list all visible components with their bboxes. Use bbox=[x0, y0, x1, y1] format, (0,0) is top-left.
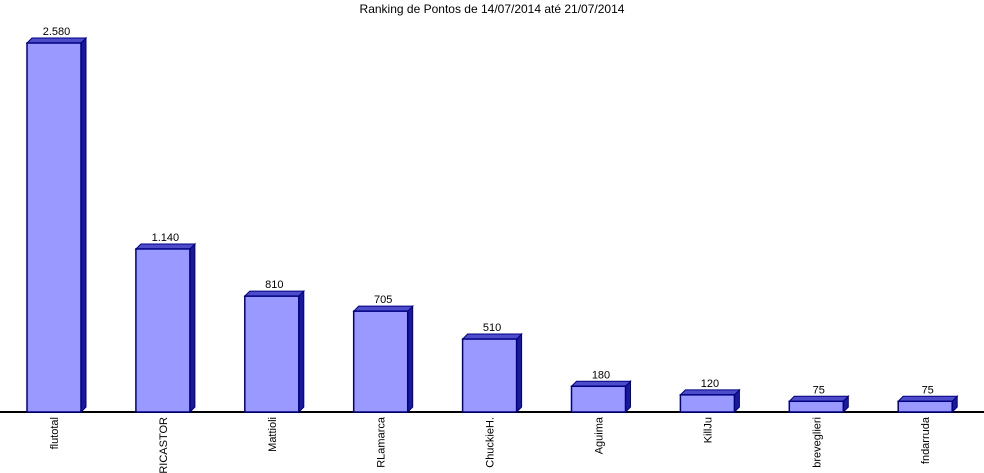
bar bbox=[570, 385, 627, 413]
bar bbox=[26, 42, 82, 413]
bar bbox=[788, 400, 845, 413]
bar bbox=[352, 310, 409, 413]
data-label: 810 bbox=[265, 279, 283, 291]
bar bbox=[244, 295, 300, 413]
data-label: 705 bbox=[374, 294, 392, 306]
data-label: 180 bbox=[592, 369, 610, 381]
data-label: 510 bbox=[483, 322, 501, 334]
chart-title: Ranking de Pontos de 14/07/2014 até 21/0… bbox=[359, 2, 625, 16]
data-label: 75 bbox=[813, 384, 825, 396]
bar-top bbox=[352, 305, 414, 312]
data-label: 75 bbox=[922, 384, 934, 396]
bar bbox=[461, 338, 518, 413]
category-label: fndarruda bbox=[920, 416, 932, 464]
category-label: KillJu bbox=[702, 417, 714, 443]
data-label: 1.140 bbox=[152, 232, 180, 244]
category-label: Mattioli bbox=[267, 417, 279, 452]
bar-top bbox=[570, 380, 632, 387]
category-label: RLamarca bbox=[376, 416, 388, 468]
category-label: flutotal bbox=[49, 417, 61, 449]
bar-top bbox=[788, 395, 850, 402]
bar-top bbox=[896, 395, 959, 402]
category-label: breveglieri bbox=[811, 417, 823, 468]
category-label: RICASTOR bbox=[158, 417, 170, 473]
category-label: ChuckieH. bbox=[485, 417, 497, 468]
category-label: Aguima bbox=[594, 416, 606, 454]
bar bbox=[679, 394, 736, 413]
bar bbox=[135, 248, 191, 413]
bar bbox=[897, 400, 953, 413]
data-label: 120 bbox=[701, 378, 719, 390]
data-label: 2.580 bbox=[43, 26, 71, 38]
